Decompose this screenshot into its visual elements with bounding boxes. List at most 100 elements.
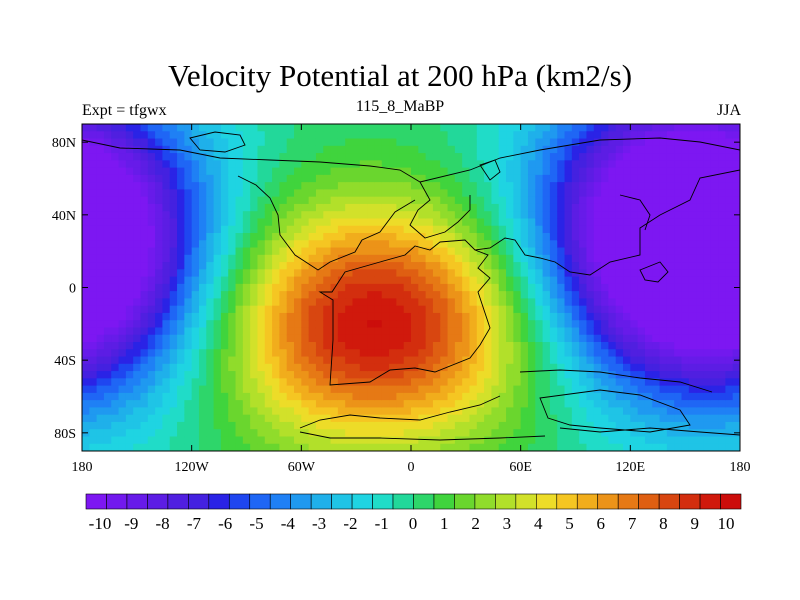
field-cell [542,436,551,445]
field-cell [506,182,514,190]
field-cell [608,421,617,430]
field-cell [608,443,617,451]
field-cell [557,414,566,423]
field-cell [593,196,602,205]
field-cell [476,160,485,169]
field-cell [623,167,631,176]
field-cell [535,124,544,132]
field-cell [703,312,712,321]
field-cell [703,131,712,140]
field-cell [527,327,536,336]
field-cell [681,283,690,292]
field-cell [396,269,405,278]
field-cell [228,218,237,227]
field-cell [688,356,697,365]
field-cell [579,225,588,234]
field-cell [352,254,361,263]
field-cell [96,443,105,451]
field-cell [381,247,390,256]
field-cell [228,233,237,241]
field-cell [403,153,412,161]
field-cell [696,225,705,234]
field-cell [359,392,368,401]
field-cell [418,400,427,408]
field-cell [484,218,493,227]
field-cell [491,385,500,394]
field-cell [432,327,441,336]
field-cell [718,392,726,401]
field-cell [140,145,149,154]
field-cell [520,414,529,423]
field-cell [294,349,302,358]
field-cell [608,291,617,299]
field-cell [301,356,310,365]
field-cell [542,363,551,372]
field-cell [125,269,134,278]
field-cell [644,138,653,147]
field-cell [367,247,376,256]
field-cell [89,160,98,169]
field-cell [425,400,434,408]
field-cell [601,160,609,169]
field-cell [527,342,536,350]
field-cell [206,363,215,372]
field-cell [432,312,441,321]
field-cell [257,429,266,438]
field-cell [403,276,412,285]
field-cell [454,385,463,394]
field-cell [82,436,90,445]
field-cell [403,371,412,379]
field-cell [579,312,588,321]
field-cell [732,414,740,423]
field-cell [637,363,646,372]
field-cell [491,392,500,401]
field-cell [359,269,368,278]
field-cell [389,276,397,285]
field-cell [725,138,734,147]
field-cell [140,240,149,249]
field-cell [666,443,675,451]
field-cell [140,320,149,329]
field-cell [491,131,500,140]
field-cell [666,400,675,408]
field-cell [169,349,178,358]
field-cell [608,240,617,249]
field-cell [155,443,164,451]
field-cell [659,436,668,445]
field-cell [623,291,631,299]
field-cell [418,225,427,234]
field-cell [352,356,361,365]
field-cell [184,334,193,343]
field-cell [469,276,478,285]
field-cell [213,305,222,314]
colorbar-box [167,493,189,510]
field-cell [359,283,368,292]
field-cell [447,320,456,329]
field-cell [564,247,573,256]
field-cell [330,298,339,307]
field-cell [732,421,740,430]
field-cell [557,138,566,147]
field-cell [630,429,639,438]
field-cell [432,233,441,241]
field-cell [133,385,142,394]
field-cell [440,342,449,350]
field-cell [111,327,120,336]
field-cell [133,138,142,147]
field-cell [527,320,536,329]
field-cell [367,276,376,285]
field-cell [155,138,164,147]
field-cell [308,378,317,387]
field-cell [710,124,719,132]
field-cell [732,131,740,140]
field-cell [374,145,383,154]
field-cell [82,160,90,169]
field-cell [242,443,251,451]
field-cell [608,203,617,212]
field-cell [162,182,171,190]
field-cell [286,305,295,314]
field-cell [432,174,441,183]
field-cell [462,240,471,249]
field-cell [250,276,259,285]
field-cell [579,240,588,249]
